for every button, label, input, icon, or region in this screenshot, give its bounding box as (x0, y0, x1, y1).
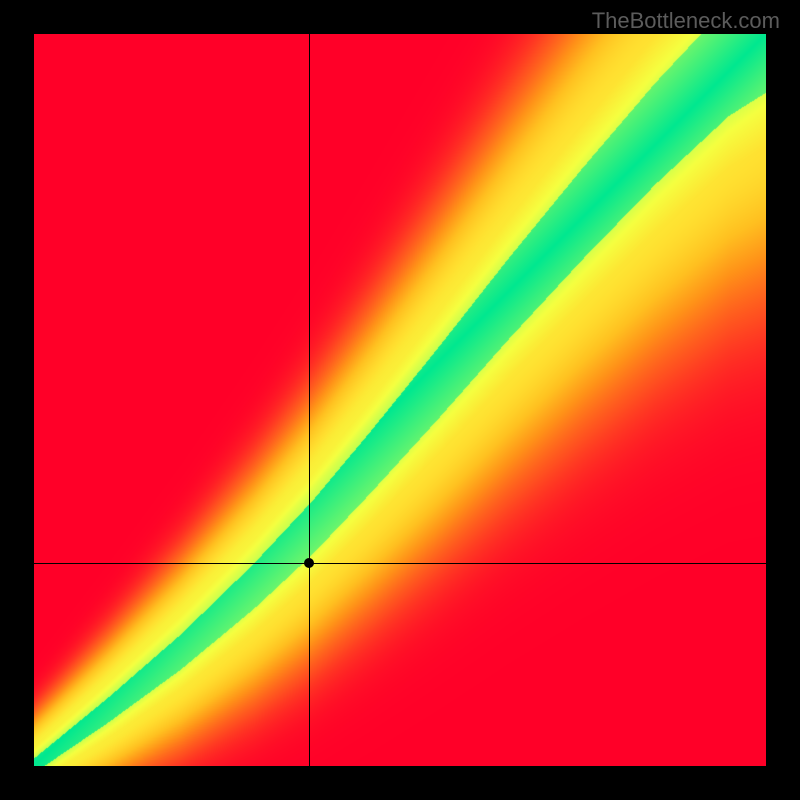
data-point-marker (304, 558, 314, 568)
watermark-text: TheBottleneck.com (592, 8, 780, 34)
crosshair-vertical (309, 34, 310, 766)
plot-area (34, 34, 766, 766)
crosshair-horizontal (34, 563, 766, 564)
bottleneck-heatmap (34, 34, 766, 766)
chart-container: TheBottleneck.com (0, 0, 800, 800)
